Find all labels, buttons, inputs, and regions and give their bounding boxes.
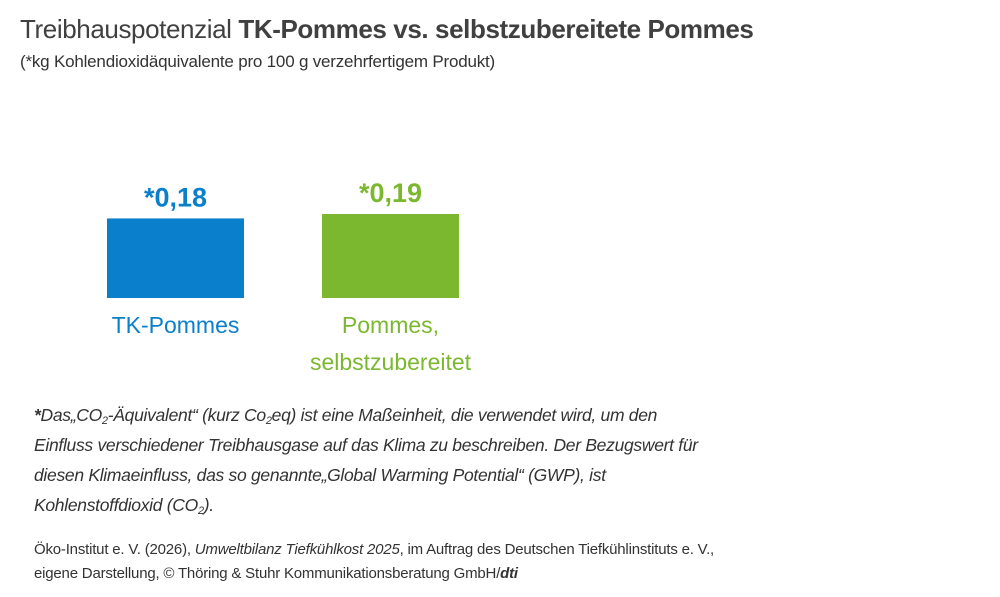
value-label-1: *0,18	[144, 182, 207, 212]
source-text-1: Öko-Institut e. V. (2026),	[34, 541, 195, 558]
source-brand: dti	[500, 565, 518, 582]
source-text-3: eigene Darstellung, © Thöring & Stuhr Ko…	[34, 565, 501, 582]
bar-2	[322, 214, 459, 298]
chart-subtitle: (*kg Kohlendioxidäquivalente pro 100 g v…	[20, 52, 496, 71]
footnote-sub-2: 2	[265, 415, 272, 427]
source-note: Öko-Institut e. V. (2026), Umweltbilanz …	[34, 538, 834, 586]
footnote-sub-1: 2	[101, 415, 108, 427]
footnote-text-3: eq) ist eine Maßeinheit, die verwendet w…	[34, 405, 698, 515]
chart-title: Treibhauspotenzial TK-Pommes vs. selbstz…	[20, 12, 980, 46]
bar-chart: *0,18 TK-Pommes *0,19 Pommes, selbstzubereit…	[107, 178, 472, 375]
footnote-text-1: Das„CO	[40, 405, 103, 425]
bar-1	[107, 218, 244, 298]
footnote-text-2: -Äquivalent“ (kurz Co	[107, 405, 266, 425]
source-publication: Umweltbilanz Tiefkühlkost 2025	[194, 541, 400, 558]
footnote-text-4: ).	[203, 495, 214, 515]
footnote-sub-3: 2	[197, 505, 204, 517]
value-label-2: *0,19	[359, 178, 422, 208]
chart-title-prefix: Treibhauspotenzial	[20, 14, 239, 44]
category-label-1: TK-Pommes	[112, 312, 240, 338]
source-text-2: , im Auftrag des Deutschen Tiefkühlinsti…	[399, 541, 715, 558]
footnote: *Das„CO2-Äquivalent“ (kurz Co2eq) ist ei…	[34, 400, 714, 520]
chart-title-bold: TK-Pommes vs. selbstzubereitete Pommes	[238, 14, 754, 44]
category-label-2: Pommes, selbstzubereitet	[310, 312, 472, 375]
footnote-star: *	[34, 405, 41, 425]
